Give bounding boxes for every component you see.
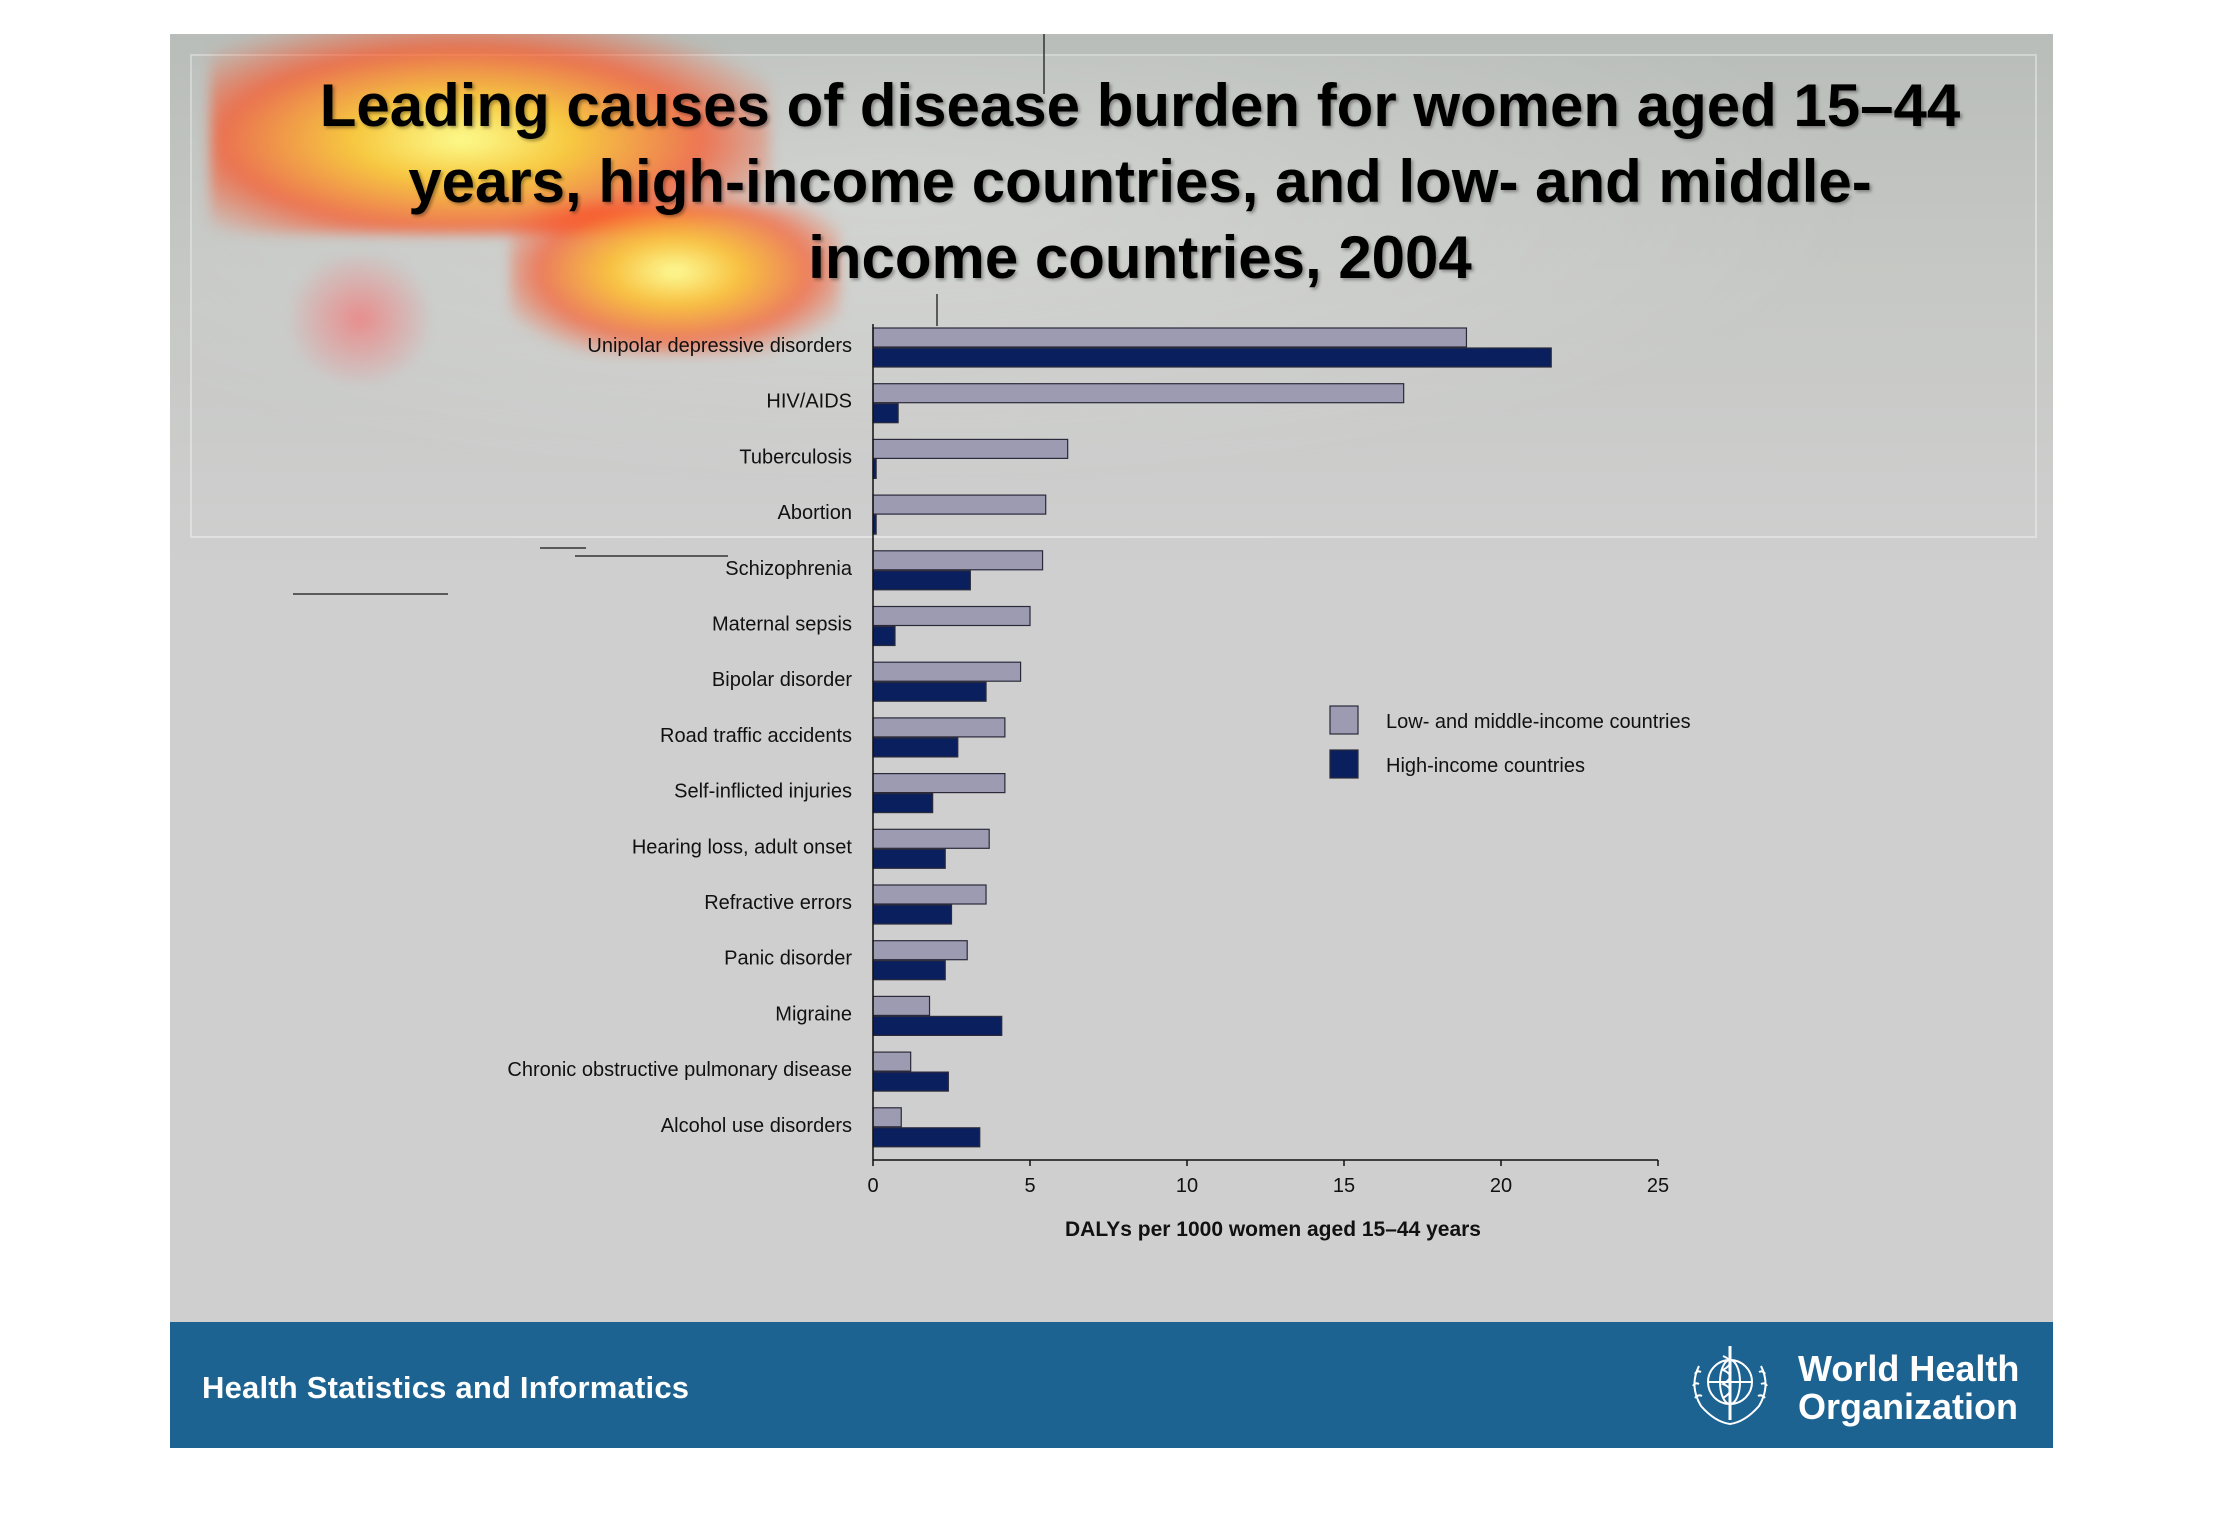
category-label: HIV/AIDS	[766, 391, 852, 413]
slide-title: Leading causes of disease burden for wom…	[319, 72, 1961, 291]
bar-high-6	[872, 625, 896, 647]
footer-bar: Health Statistics and Informatics World …	[170, 1322, 2053, 1448]
bar-high-9	[872, 792, 934, 814]
decorative-lines	[293, 34, 1045, 595]
legend-label: Low- and middle-income countries	[1386, 711, 1691, 733]
category-label: Hearing loss, adult onset	[632, 836, 853, 858]
bar-high-12	[872, 960, 946, 981]
footer-text: Health Statistics and Informatics	[202, 1370, 690, 1405]
bar-low-middle-2	[872, 383, 1405, 404]
legend-label: High-income countries	[1386, 755, 1585, 777]
category-label: Refractive errors	[704, 892, 852, 914]
x-axis: 0 5 10 15 20 25	[867, 324, 1669, 1197]
who-name-line2: Organization	[1798, 1386, 2019, 1427]
x-tick-label: 25	[1647, 1175, 1669, 1197]
bar-low-middle-6	[872, 605, 1031, 627]
legend: Low- and middle-income countries High-inc…	[1329, 705, 1691, 779]
category-label: Maternal sepsis	[712, 614, 852, 636]
bar-low-middle-1	[872, 327, 1468, 348]
bar-low-middle-15	[872, 1107, 902, 1128]
bar-high-14	[872, 1071, 949, 1092]
category-label: Self-inflicted injuries	[674, 781, 852, 803]
category-label: Unipolar depressive disorders	[587, 335, 852, 357]
bar-low-middle-13	[872, 995, 931, 1017]
bar-low-middle-5	[872, 550, 1044, 571]
bar-chart: Unipolar depressive disorders HIV/AIDS Tub…	[293, 34, 1691, 1241]
category-label: Schizophrenia	[725, 558, 853, 580]
bar-high-13	[872, 1015, 1003, 1037]
legend-swatch	[1329, 749, 1359, 779]
bars-group	[872, 327, 1552, 1148]
who-emblem-icon	[1692, 1346, 1768, 1426]
bar-high-15	[872, 1127, 981, 1148]
x-tick-label: 0	[867, 1175, 878, 1197]
bar-high-8	[872, 737, 959, 758]
bar-high-5	[872, 570, 971, 591]
heatmap-overlay	[210, 34, 770, 234]
heatmap-overlay	[290, 254, 430, 384]
bar-high-2	[872, 403, 899, 424]
category-label: Panic disorder	[724, 948, 852, 970]
bar-high-11	[872, 904, 953, 925]
bar-low-middle-3	[872, 438, 1069, 459]
category-label: Alcohol use disorders	[661, 1115, 852, 1137]
category-label: Tuberculosis	[739, 446, 852, 468]
category-label: Migraine	[775, 1003, 852, 1025]
category-label: Bipolar disorder	[712, 669, 852, 691]
bar-low-middle-14	[872, 1051, 912, 1072]
bar-low-middle-7	[872, 661, 1022, 682]
bar-low-middle-11	[872, 884, 987, 905]
category-label: Road traffic accidents	[660, 725, 852, 747]
heatmap-overlay	[510, 204, 840, 354]
slide: Leading causes of disease burden for wom…	[170, 34, 2053, 1448]
category-label: Abortion	[778, 502, 853, 524]
bar-high-10	[872, 848, 946, 869]
who-name-line1: World Health	[1798, 1348, 2020, 1389]
bar-high-1	[872, 347, 1552, 368]
category-label: Chronic obstructive pulmonary disease	[507, 1059, 852, 1081]
x-tick-label: 15	[1333, 1175, 1355, 1197]
who-name: World Health Organization	[1798, 1350, 2019, 1426]
bar-low-middle-8	[872, 717, 1006, 738]
x-axis-label: DALYs per 1000 women aged 15–44 years	[1065, 1218, 1481, 1241]
x-tick-label: 10	[1176, 1175, 1198, 1197]
bar-low-middle-4	[872, 494, 1047, 515]
legend-swatch	[1329, 705, 1359, 735]
bar-low-middle-9	[872, 772, 1006, 794]
x-tick-label: 20	[1490, 1175, 1512, 1197]
bar-high-7	[872, 681, 987, 702]
category-labels: Unipolar depressive disorders HIV/AIDS Tub…	[507, 335, 852, 1137]
bar-low-middle-12	[872, 940, 968, 961]
x-tick-label: 5	[1024, 1175, 1035, 1197]
bar-low-middle-10	[872, 828, 990, 849]
